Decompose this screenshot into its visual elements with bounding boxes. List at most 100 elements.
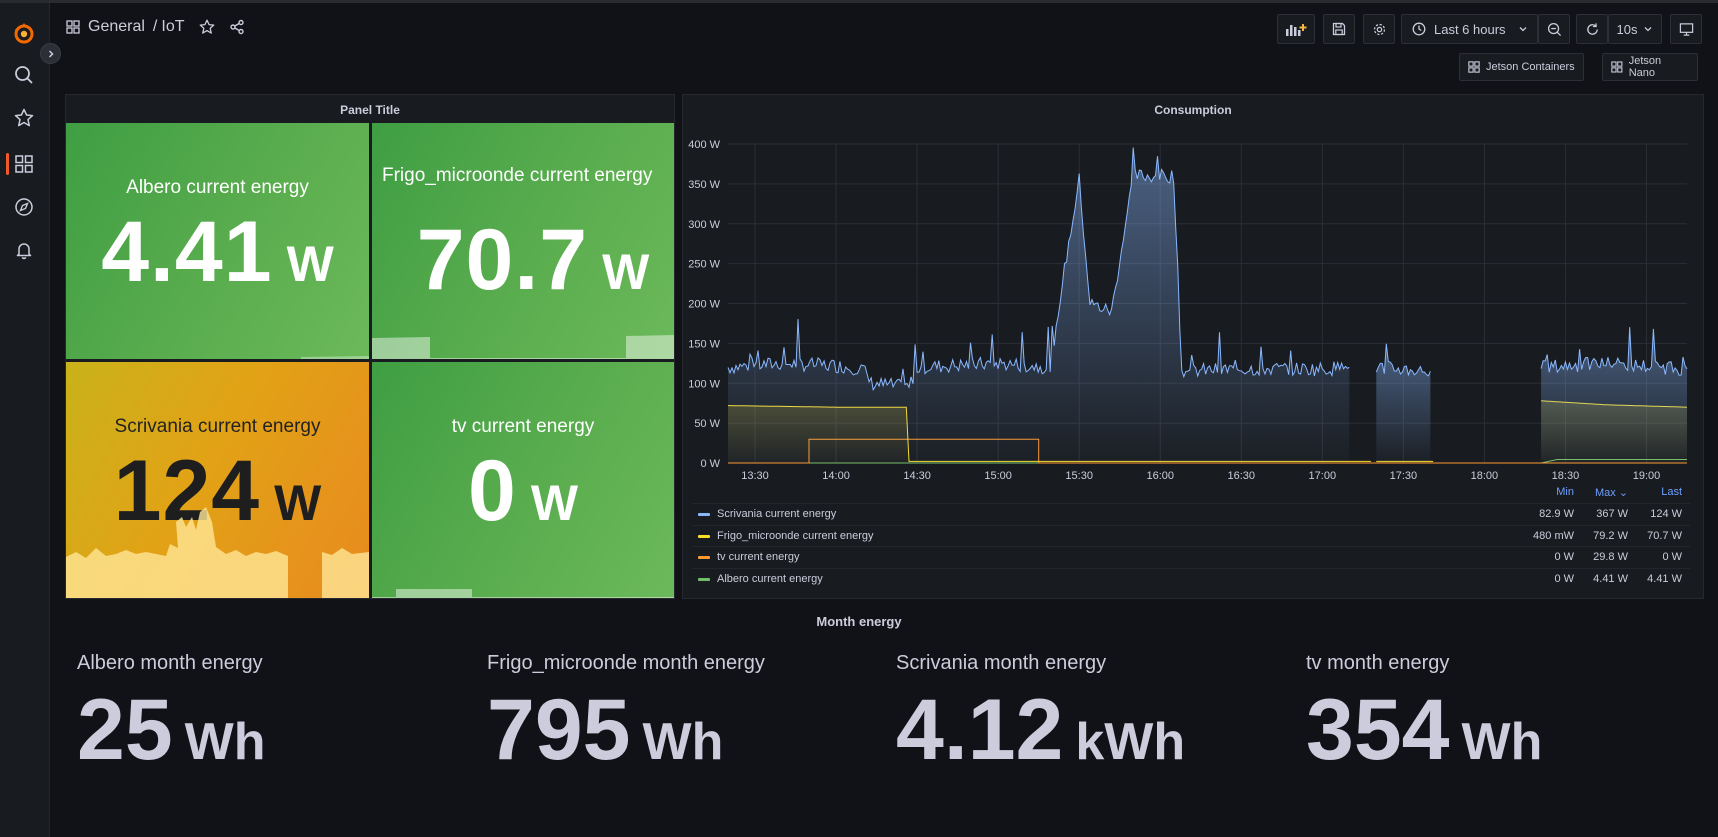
legend-max-value: 79.2 W bbox=[1593, 529, 1628, 542]
mark-favorite-star-icon[interactable] bbox=[199, 19, 215, 35]
legend-last-value: 4.41 W bbox=[1647, 572, 1682, 585]
month-stat-label: tv month energy bbox=[1306, 652, 1450, 674]
time-range-picker[interactable]: Last 6 hours bbox=[1401, 14, 1538, 44]
dashboard-grid-icon bbox=[66, 20, 80, 34]
legend-min-value: 480 mW bbox=[1533, 529, 1574, 542]
monitor-icon bbox=[1679, 22, 1693, 36]
chevron-right-icon bbox=[48, 49, 54, 58]
grafana-logo-icon[interactable] bbox=[10, 19, 38, 47]
stat-tile-frigo-microonde[interactable]: Frigo_microonde current energy 70.7 W bbox=[372, 123, 674, 359]
tv-sparkline bbox=[372, 589, 674, 598]
legend-max-header[interactable]: Max ⌄ bbox=[1594, 487, 1628, 499]
legend-swatch bbox=[698, 513, 710, 516]
explore-compass-icon[interactable] bbox=[10, 193, 38, 221]
link-label: Jetson Containers bbox=[1486, 61, 1575, 73]
refresh-interval-label: 10s bbox=[1616, 21, 1638, 37]
value-number: 795 bbox=[487, 682, 631, 778]
zoom-out-icon bbox=[1547, 22, 1561, 36]
value-unit: Wh bbox=[1461, 713, 1543, 771]
legend-last-header[interactable]: Last bbox=[1661, 486, 1682, 498]
share-icon[interactable] bbox=[229, 19, 245, 35]
legend-row[interactable]: Albero current energy 0 W 4.41 W 4.41 W bbox=[692, 567, 1690, 588]
legend-series-name: tv current energy bbox=[717, 551, 800, 563]
chevron-down-icon bbox=[1645, 27, 1652, 32]
series-line bbox=[1540, 327, 1688, 376]
series-line bbox=[727, 147, 1350, 392]
sidebar bbox=[0, 3, 50, 837]
refresh-interval-picker[interactable]: 10s bbox=[1608, 14, 1662, 44]
y-tick-label: 400 W bbox=[688, 139, 720, 151]
value-number: 4.41 bbox=[101, 204, 273, 300]
legend-row[interactable]: Frigo_microonde current energy 480 mW 79.2… bbox=[692, 524, 1690, 545]
add-panel-button[interactable] bbox=[1277, 14, 1315, 44]
value-number: 70.7 bbox=[416, 212, 589, 308]
zoom-out-button[interactable] bbox=[1538, 14, 1570, 44]
dashboards-icon[interactable] bbox=[10, 150, 38, 178]
tile-value: 4.41 W bbox=[66, 203, 369, 302]
tile-title: Scrivania current energy bbox=[114, 416, 321, 437]
link-jetson-nano[interactable]: Jetson Nano bbox=[1602, 53, 1698, 81]
breadcrumb: General / IoT bbox=[66, 16, 245, 38]
y-tick-label: 0 W bbox=[700, 458, 720, 470]
consumption-chart[interactable]: 0 W 50 W 100 W 150 W 200 W 250 W 300 W 350 W 400… bbox=[682, 94, 1704, 486]
dashboard-settings-button[interactable] bbox=[1363, 14, 1395, 44]
x-tick-label: 13:30 bbox=[741, 470, 769, 482]
value-number: 25 bbox=[77, 682, 173, 778]
x-tick-label: 16:30 bbox=[1228, 470, 1256, 482]
x-tick-label: 18:30 bbox=[1552, 470, 1580, 482]
dashboard-grid-icon bbox=[1468, 61, 1480, 73]
legend-swatch bbox=[698, 534, 710, 538]
link-jetson-containers[interactable]: Jetson Containers bbox=[1459, 53, 1584, 81]
tv-mode-button[interactable] bbox=[1670, 14, 1702, 44]
refresh-button[interactable] bbox=[1576, 14, 1608, 44]
link-label: Jetson Nano bbox=[1628, 55, 1662, 79]
tile-title: Frigo_microonde current energy bbox=[382, 165, 653, 186]
stat-tile-scrivania[interactable]: Scrivania current energy 124 W bbox=[66, 362, 369, 598]
legend-row[interactable]: Scrivania current energy 82.9 W 367 W 124 W bbox=[692, 503, 1690, 523]
y-tick-label: 100 W bbox=[688, 378, 720, 390]
month-stat-label: Frigo_microonde month energy bbox=[487, 652, 765, 674]
stat-tile-albero[interactable]: Albero current energy 4.41 W bbox=[66, 123, 369, 359]
panel-title[interactable]: Panel Title bbox=[340, 103, 400, 117]
alerting-bell-icon[interactable] bbox=[10, 236, 38, 264]
expand-sidebar-button[interactable] bbox=[40, 43, 61, 64]
legend-row[interactable]: tv current energy 0 W 29.8 W 0 W bbox=[692, 546, 1690, 566]
month-stat-albero[interactable]: Albero month energy 25 Wh bbox=[77, 652, 266, 780]
value-number: 4.12 bbox=[896, 682, 1064, 778]
row-title-month-energy[interactable]: Month energy bbox=[816, 614, 902, 629]
chevron-down-icon bbox=[1519, 27, 1527, 32]
y-tick-label: 50 W bbox=[694, 418, 720, 430]
panel-title[interactable]: Consumption bbox=[1154, 103, 1232, 117]
add-panel-icon bbox=[1286, 24, 1307, 36]
legend-swatch bbox=[698, 577, 710, 581]
value-unit: W bbox=[602, 244, 650, 300]
gear-icon bbox=[1373, 23, 1385, 35]
star-icon[interactable] bbox=[10, 104, 38, 132]
refresh-icon bbox=[1586, 22, 1598, 35]
legend-header: Min Max ⌄ Last bbox=[692, 486, 1690, 502]
save-dashboard-button[interactable] bbox=[1323, 14, 1355, 44]
breadcrumb-folder[interactable]: General bbox=[88, 18, 145, 35]
month-stat-value: 795 Wh bbox=[487, 681, 765, 780]
legend-series-name: Albero current energy bbox=[717, 572, 823, 585]
month-stat-tv[interactable]: tv month energy 354 Wh bbox=[1306, 652, 1542, 780]
legend-swatch bbox=[698, 556, 710, 559]
search-icon[interactable] bbox=[10, 61, 38, 89]
dashboard-grid-icon bbox=[1611, 61, 1623, 73]
tile-value: 124 W bbox=[66, 442, 369, 541]
month-stat-scrivania[interactable]: Scrivania month energy 4.12 kWh bbox=[896, 652, 1185, 780]
window-top-border bbox=[0, 0, 1718, 3]
breadcrumb-separator: / bbox=[152, 18, 158, 35]
month-stat-label: Albero month energy bbox=[77, 652, 263, 674]
month-stat-frigo-microonde[interactable]: Frigo_microonde month energy 795 Wh bbox=[487, 652, 765, 780]
breadcrumb-dashboard[interactable]: IoT bbox=[161, 18, 185, 35]
series-area bbox=[728, 147, 1350, 463]
legend-max-value: 367 W bbox=[1596, 508, 1628, 520]
x-tick-label: 17:00 bbox=[1309, 470, 1337, 482]
active-indicator bbox=[6, 153, 9, 175]
legend-last-value: 124 W bbox=[1650, 508, 1682, 520]
legend-min-header[interactable]: Min bbox=[1556, 486, 1574, 498]
value-unit: kWh bbox=[1075, 713, 1186, 771]
